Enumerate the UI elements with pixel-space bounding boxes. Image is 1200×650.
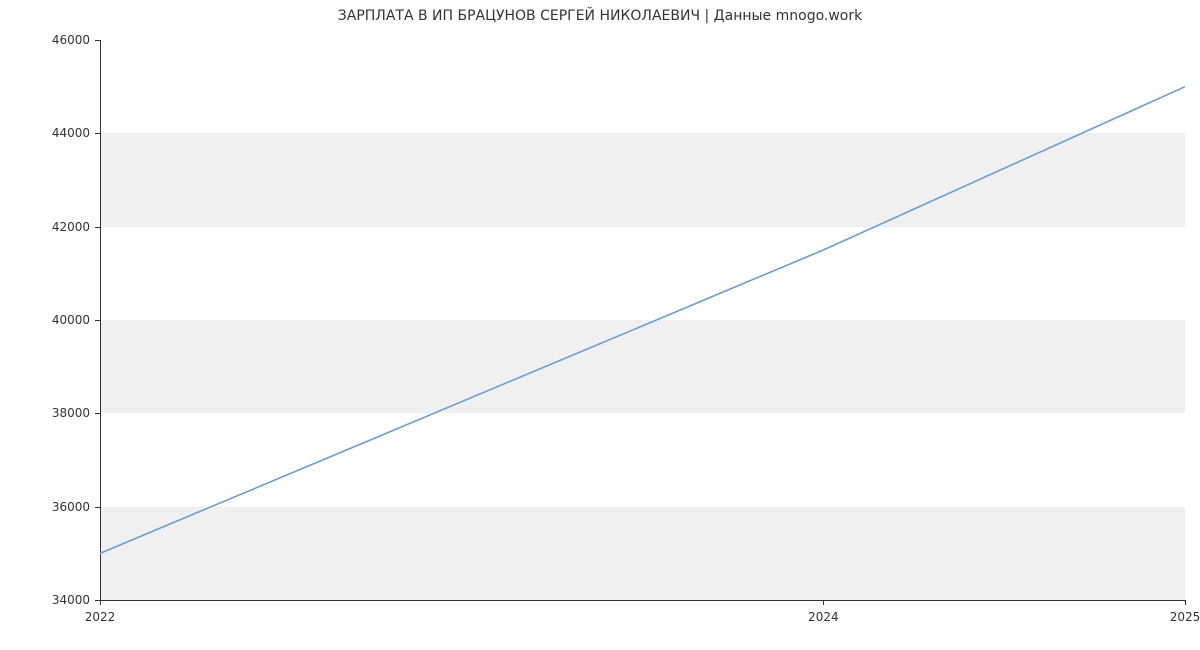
chart-title: ЗАРПЛАТА В ИП БРАЦУНОВ СЕРГЕЙ НИКОЛАЕВИЧ… xyxy=(0,8,1200,24)
x-axis-line xyxy=(100,600,1185,601)
y-tick-label: 44000 xyxy=(30,126,90,140)
y-tick-label: 36000 xyxy=(30,500,90,514)
line-layer xyxy=(100,40,1185,600)
y-tick-label: 38000 xyxy=(30,406,90,420)
plot-area: 3400036000380004000042000440004600020222… xyxy=(100,40,1185,600)
y-tick-label: 46000 xyxy=(30,33,90,47)
x-tick xyxy=(100,600,101,605)
salary-line-chart: ЗАРПЛАТА В ИП БРАЦУНОВ СЕРГЕЙ НИКОЛАЕВИЧ… xyxy=(0,0,1200,650)
x-tick-label: 2024 xyxy=(808,610,839,624)
series-salary xyxy=(100,87,1185,554)
y-tick-label: 42000 xyxy=(30,220,90,234)
y-tick-label: 40000 xyxy=(30,313,90,327)
x-tick-label: 2022 xyxy=(85,610,116,624)
x-tick-label: 2025 xyxy=(1170,610,1200,624)
x-tick xyxy=(1185,600,1186,605)
x-tick xyxy=(823,600,824,605)
y-tick-label: 34000 xyxy=(30,593,90,607)
